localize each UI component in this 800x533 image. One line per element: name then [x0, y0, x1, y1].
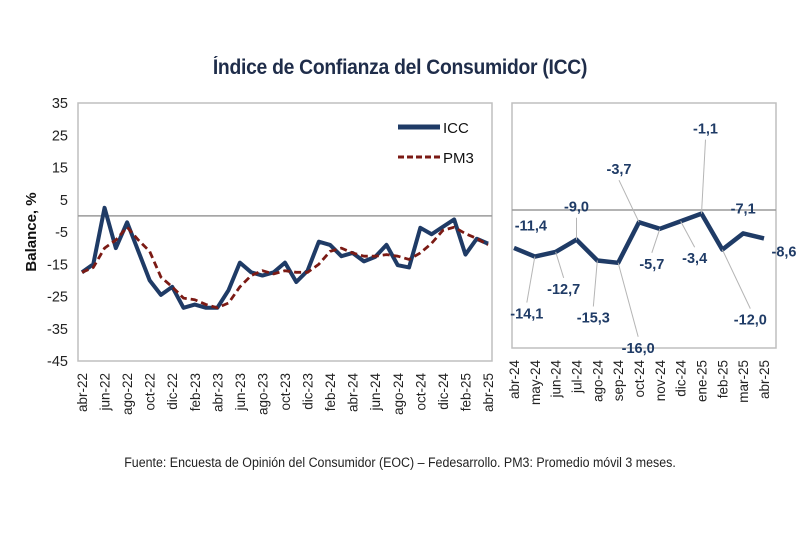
x-tick-label: abr-25	[481, 373, 496, 412]
x-tick-label: ago-22	[120, 373, 135, 415]
x-tick-label: oct-23	[278, 373, 293, 411]
x-tick-label: sep-24	[611, 360, 626, 402]
y-tick-label: 35	[52, 96, 68, 112]
data-label: -12,7	[547, 282, 580, 298]
x-tick-label: dic-24	[436, 373, 451, 410]
x-tick-label: abr-25	[757, 360, 772, 399]
legend: ICC PM3	[398, 120, 474, 167]
x-tick-label: abr-22	[75, 373, 90, 412]
y-tick-label: 25	[52, 128, 68, 144]
x-tick-label: feb-24	[323, 373, 338, 412]
x-tick-label: dic-24	[674, 360, 689, 397]
data-label: -3,7	[607, 162, 632, 178]
x-tick-label: mar-25	[736, 360, 751, 403]
data-label: -1,1	[693, 122, 718, 138]
y-axis-label: Balance, %	[23, 192, 40, 271]
y-tick-label: 15	[52, 161, 68, 177]
data-label: -5,7	[639, 257, 664, 273]
icc-zoom-line	[513, 211, 765, 266]
left-panel: 35 25 15 5 -5 -15 -25 -35 -45 Balance, % abr-22 jun…	[23, 96, 496, 415]
x-tick-label: abr-24	[346, 373, 361, 413]
x-tick-label: jul-24	[570, 360, 585, 395]
data-label-leader	[526, 256, 536, 303]
x-tick-label: nov-24	[653, 360, 668, 402]
data-label-leader	[701, 139, 706, 214]
source-note: Fuente: Encuesta de Opinión del Consumid…	[124, 455, 676, 470]
right-plot-frame	[511, 102, 777, 349]
data-label: -12,0	[734, 313, 767, 329]
x-tick-label: dic-23	[301, 373, 316, 410]
x-tick-label: ago-23	[255, 373, 270, 415]
data-label-leader	[651, 228, 661, 253]
x-tick-label: feb-25	[458, 373, 473, 411]
x-tick-label: jun-22	[98, 373, 113, 412]
data-label-leader	[592, 260, 598, 307]
legend-pm3-label: PM3	[443, 150, 474, 167]
x-tick-label: jun-24	[368, 373, 383, 412]
y-tick-label: 5	[60, 193, 68, 209]
x-tick-label: ago-24	[590, 360, 605, 403]
data-label-leader	[680, 220, 696, 248]
x-tick-label: feb-25	[715, 360, 730, 398]
x-tick-label: oct-24	[632, 360, 647, 398]
x-tick-label: abr-23	[210, 373, 225, 412]
data-label: -15,3	[577, 310, 610, 326]
x-tick-label: ago-24	[391, 373, 406, 416]
y-tick-label: -15	[47, 257, 68, 273]
x-tick-label: jun-23	[233, 373, 248, 412]
y-tick-label: -25	[47, 290, 68, 306]
chart-title: Índice de Confianza del Consumidor (ICC)	[32, 56, 768, 80]
data-label: -11,4	[515, 219, 547, 235]
data-label: -14,1	[510, 307, 543, 323]
x-tick-label: ene-25	[695, 360, 710, 402]
left-plot-frame	[77, 102, 493, 362]
x-tick-label: feb-23	[188, 373, 203, 411]
x-tick-label: oct-24	[413, 373, 428, 411]
chart-title-text: Índice de Confianza del Consumidor (ICC)	[212, 56, 588, 79]
y-tick-label: -45	[47, 354, 68, 370]
data-label-leader	[721, 249, 751, 309]
x-tick-label: jun-24	[549, 360, 564, 399]
data-label: -9,0	[564, 200, 589, 216]
legend-icc-label: ICC	[443, 120, 469, 137]
x-tick-label: may-24	[528, 360, 543, 406]
data-label: -8,6	[772, 244, 797, 260]
right-panel: abr-24 may-24 jun-24 jul-24 ago-24 sep-24 oct-…	[507, 102, 797, 406]
icc-line	[80, 205, 489, 310]
x-tick-label: oct-22	[143, 373, 158, 411]
data-label-leader	[555, 251, 565, 279]
x-tick-label: abr-24	[507, 360, 522, 400]
data-label-leader	[618, 179, 640, 223]
data-label: -7,1	[731, 201, 756, 217]
data-label: -3,4	[682, 251, 707, 267]
y-tick-label: -5	[55, 225, 68, 241]
x-tick-label: dic-22	[165, 373, 180, 410]
y-tick-label: -35	[47, 322, 68, 338]
data-label-leader	[617, 262, 639, 337]
data-label: -16,0	[622, 341, 655, 357]
